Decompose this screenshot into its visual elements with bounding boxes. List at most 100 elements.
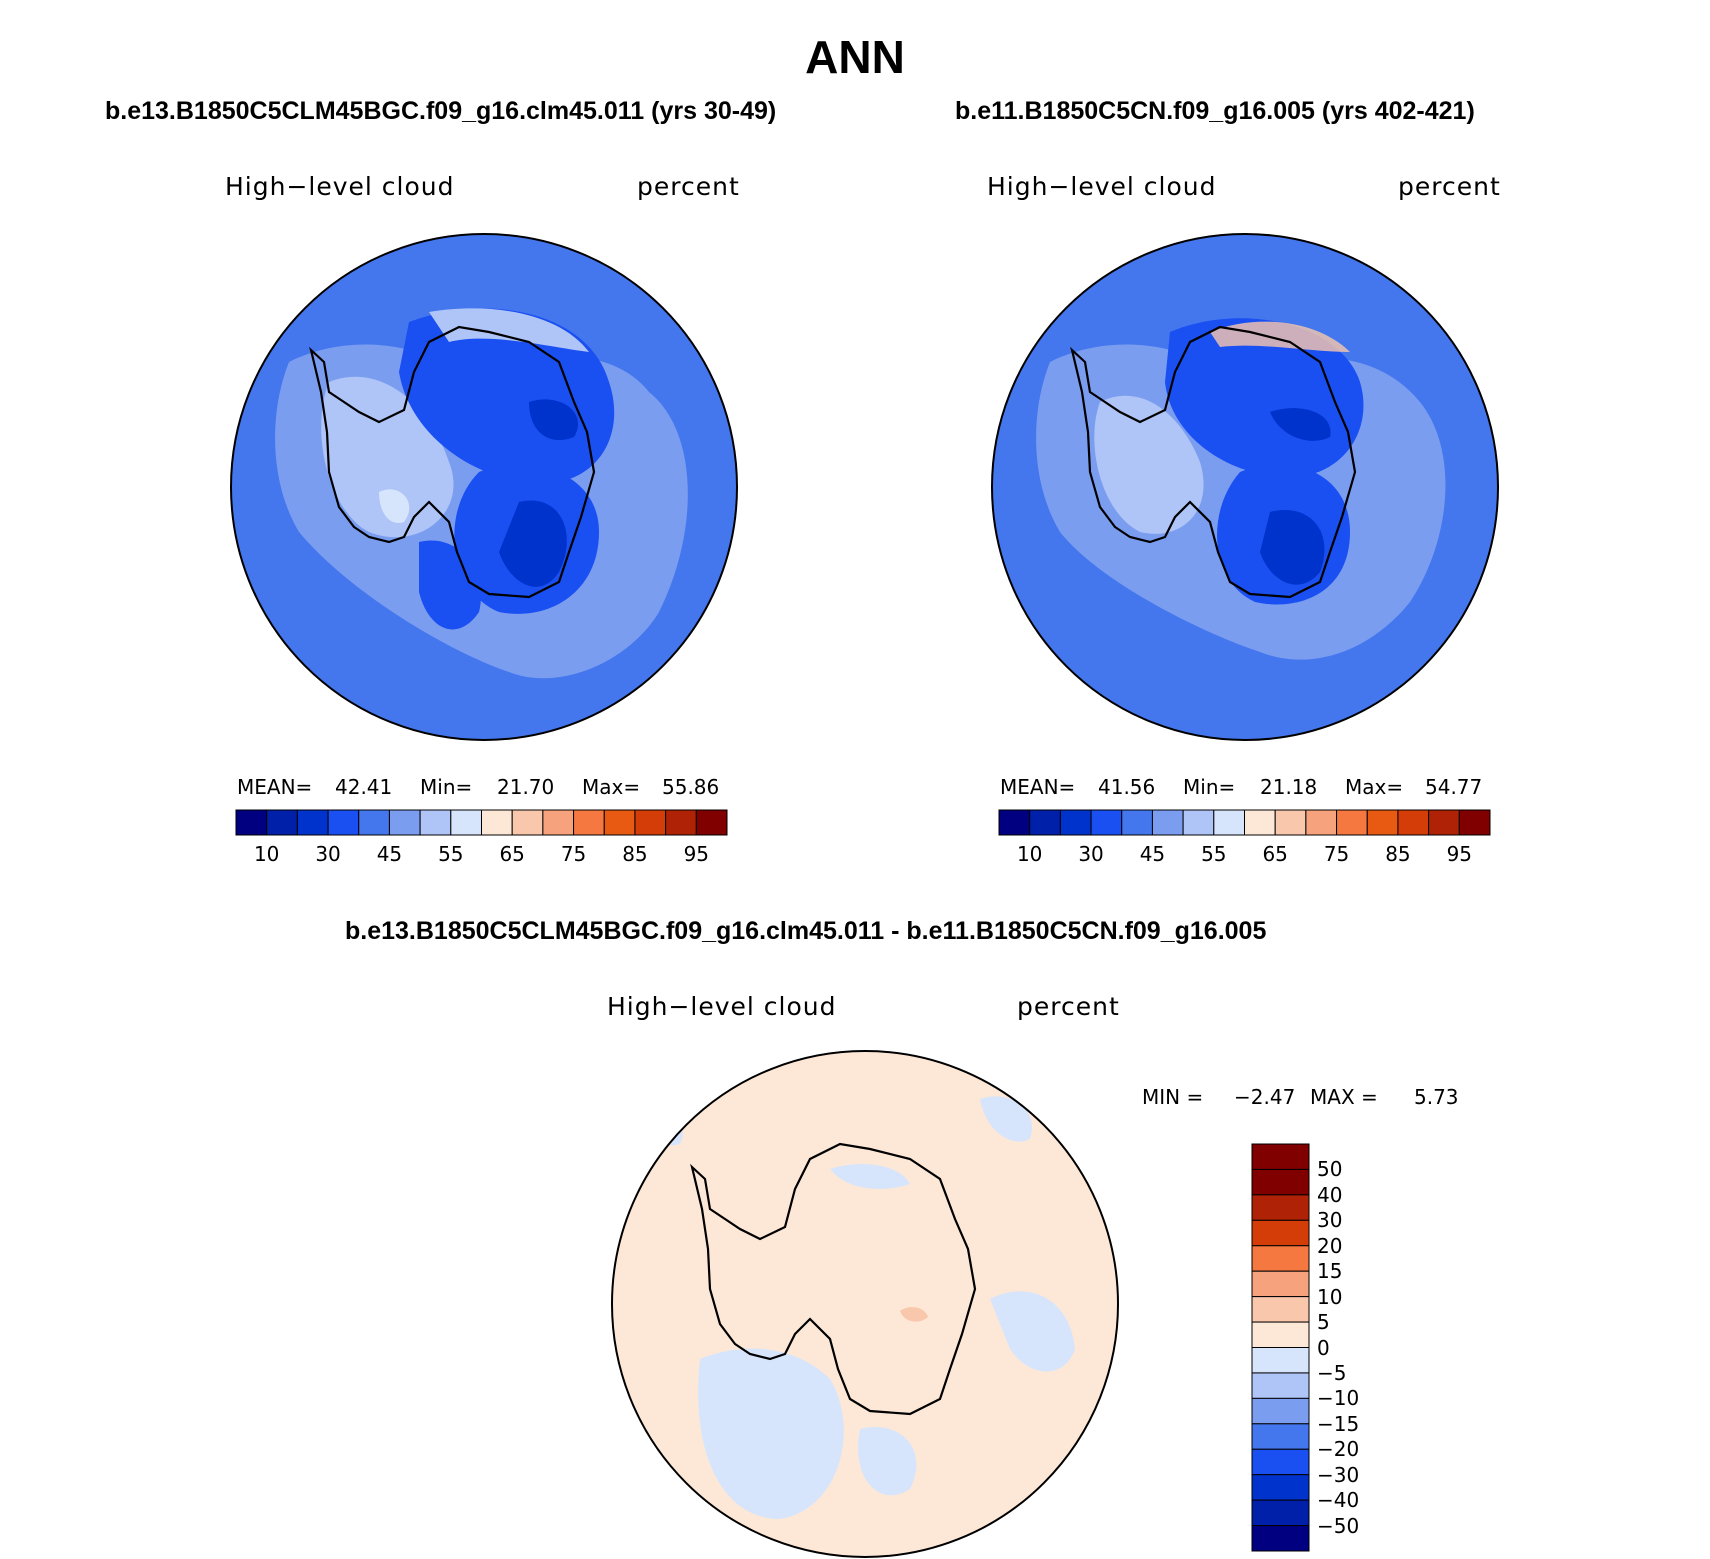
colorbar-swatch	[665, 809, 697, 836]
colorbar-tick-label: 40	[1317, 1182, 1343, 1207]
colorbar-swatch	[419, 809, 452, 836]
colorbar-swatch	[450, 809, 482, 836]
colorbar-swatch	[1213, 809, 1245, 836]
panel2-max-value: 54.77	[1425, 775, 1483, 799]
panel1-max-value: 55.86	[662, 775, 720, 799]
colorbar-tick-label: 15	[1317, 1259, 1343, 1284]
colorbar-swatch	[1121, 809, 1153, 836]
colorbar-tick-label: −10	[1317, 1386, 1360, 1411]
colorbar-tick-label: 30	[1078, 842, 1104, 866]
colorbar-swatch	[1251, 1245, 1310, 1272]
diff-polar-map	[611, 1050, 1119, 1558]
colorbar-swatch	[695, 809, 728, 836]
colorbar-swatch	[1251, 1499, 1310, 1527]
colorbar-swatch	[1305, 809, 1338, 836]
colorbar-tick-label: −5	[1317, 1360, 1347, 1385]
colorbar-swatch	[573, 809, 605, 836]
panel1-min-label: Min=	[420, 775, 473, 799]
colorbar-swatch	[1251, 1474, 1310, 1501]
colorbar-swatch	[1251, 1448, 1310, 1476]
colorbar-swatch	[1251, 1270, 1310, 1298]
colorbar-swatch	[998, 809, 1031, 836]
antarctica-coastline	[690, 1142, 977, 1416]
colorbar-swatch	[1029, 809, 1061, 836]
colorbar-swatch	[1251, 1372, 1310, 1399]
colorbar-swatch	[1090, 809, 1123, 836]
colorbar-swatch	[327, 809, 360, 836]
colorbar-tick-label: 85	[1385, 842, 1411, 866]
diff-min-label: MIN =	[1142, 1085, 1204, 1109]
colorbar-tick-label: 20	[1317, 1233, 1343, 1258]
colorbar-swatch	[1251, 1525, 1310, 1552]
antarctica-coastline	[1070, 325, 1357, 599]
diff-colorbar	[1251, 1143, 1310, 1552]
colorbar-swatch	[1251, 1397, 1310, 1425]
colorbar-tick-label: −30	[1317, 1462, 1360, 1487]
colorbar-tick-label: 50	[1317, 1157, 1343, 1182]
colorbar-tick-label: 75	[1323, 842, 1350, 866]
colorbar-swatch	[511, 809, 544, 836]
colorbar-swatch	[1251, 1194, 1310, 1221]
panel1-max-label: Max=	[582, 775, 641, 799]
colorbar-swatch	[1251, 1143, 1310, 1170]
colorbar-swatch	[235, 809, 268, 836]
colorbar-tick-label: −15	[1317, 1411, 1360, 1436]
colorbar-swatch	[1151, 809, 1184, 836]
colorbar-tick-label: 10	[1317, 1284, 1343, 1309]
colorbar-tick-label: −50	[1317, 1513, 1360, 1538]
antarctica-coastline	[309, 325, 596, 599]
colorbar-tick-label: 95	[1446, 842, 1473, 866]
colorbar-swatch	[358, 809, 390, 836]
colorbar-tick-label: 30	[1317, 1208, 1343, 1233]
colorbar-tick-label: 55	[1201, 842, 1227, 866]
colorbar-swatch	[481, 809, 513, 836]
panel2-max-label: Max=	[1345, 775, 1404, 799]
panel1-field-label: High−level cloud	[225, 172, 455, 201]
diff-max-value: 5.73	[1414, 1085, 1459, 1109]
colorbar-tick-label: 85	[622, 842, 648, 866]
colorbar-swatch	[1251, 1168, 1310, 1196]
colorbar-tick-label: 10	[1016, 842, 1043, 866]
panel2-case-title: b.e11.B1850C5CN.f09_g16.005 (yrs 402-421…	[955, 97, 1475, 125]
panel2-colorbar	[998, 809, 1491, 836]
colorbar-swatch	[1336, 809, 1368, 836]
panel1-units-label: percent	[637, 172, 740, 201]
colorbar-swatch	[1366, 809, 1399, 836]
colorbar-tick-label: 65	[1262, 842, 1288, 866]
colorbar-tick-label: 45	[376, 842, 403, 866]
colorbar-swatch	[542, 809, 575, 836]
colorbar-swatch	[1244, 809, 1276, 836]
colorbar-tick-label: 5	[1317, 1310, 1330, 1335]
colorbar-tick-label: −40	[1317, 1488, 1360, 1513]
colorbar-swatch	[634, 809, 667, 836]
colorbar-swatch	[1251, 1296, 1310, 1323]
colorbar-tick-label: 55	[438, 842, 464, 866]
colorbar-tick-label: 10	[253, 842, 280, 866]
diff-max-label: MAX =	[1310, 1085, 1378, 1109]
panel2-field-label: High−level cloud	[987, 172, 1217, 201]
colorbar-swatch	[388, 809, 421, 836]
colorbar-swatch	[266, 809, 298, 836]
panel1-case-title: b.e13.B1850C5CLM45BGC.f09_g16.clm45.011 …	[105, 97, 777, 125]
colorbar-swatch	[1274, 809, 1307, 836]
colorbar-swatch	[1059, 809, 1092, 836]
panel2-polar-map	[991, 233, 1499, 741]
colorbar-swatch	[1458, 809, 1491, 836]
panel2-units-label: percent	[1398, 172, 1501, 201]
colorbar-tick-label: −20	[1317, 1437, 1360, 1462]
diff-min-value: −2.47	[1234, 1085, 1296, 1109]
diff-title: b.e13.B1850C5CLM45BGC.f09_g16.clm45.011 …	[345, 917, 1267, 945]
panel2-mean-value: 41.56	[1098, 775, 1156, 799]
colorbar-tick-label: 45	[1139, 842, 1166, 866]
panel2-min-label: Min=	[1183, 775, 1236, 799]
panel1-colorbar	[235, 809, 728, 836]
colorbar-tick-label: 30	[315, 842, 341, 866]
colorbar-tick-label: 95	[683, 842, 710, 866]
figure-title: ANN	[805, 31, 905, 83]
colorbar-swatch	[1251, 1347, 1310, 1374]
panel2-min-value: 21.18	[1260, 775, 1318, 799]
diff-field-label: High−level cloud	[607, 992, 837, 1021]
colorbar-swatch	[1251, 1321, 1310, 1348]
panel1-min-value: 21.70	[497, 775, 555, 799]
colorbar-swatch	[1397, 809, 1430, 836]
